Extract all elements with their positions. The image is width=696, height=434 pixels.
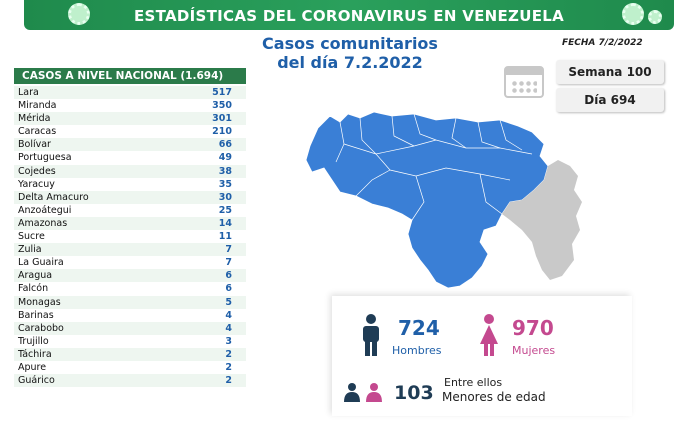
virus-icon [648,10,662,24]
among-them-label: Entre ellos [444,376,503,389]
table-row: Caracas 210 [14,125,246,138]
table-row: Bolívar 66 [14,138,246,152]
family-icon [344,383,382,402]
table-row: Cojedes 38 [14,164,246,178]
state-name: Anzoátegui [18,204,72,216]
title-banner: ESTADÍSTICAS DEL CORONAVIRUS EN VENEZUEL… [24,0,674,30]
case-count: 4 [200,321,246,335]
state-name: Apure [18,361,47,373]
state-name: Aragua [14,269,200,283]
esequibo-territory [502,160,582,280]
state-name: Zulia [14,243,200,257]
week-badge: Semana 100 [556,60,664,84]
table-row: Delta Amacuro 30 [14,190,246,204]
state-name: Lara [14,86,200,100]
state-name: Amazonas [14,216,200,231]
state-name: Portuguesa [18,152,72,164]
table-row: Táchira 2 [14,347,246,361]
case-count: 66 [200,138,246,152]
table-row: Anzoátegui 25 [14,204,246,217]
stats-card: 724 Hombres 970 Mujeres 103 Entre ellos … [332,296,632,416]
case-count: 210 [212,126,232,138]
state-name: Bolívar [14,138,200,152]
case-count: 2 [200,374,246,388]
case-count: 7 [225,257,232,269]
table-row: Mérida 301 [14,112,246,126]
virus-icon [622,3,644,25]
case-count: 517 [200,86,246,100]
subtitle: Casos comunitarios del día 7.2.2022 [250,34,450,72]
state-name: Delta Amacuro [14,190,200,204]
state-borders [335,113,533,221]
table-row: Zulia 7 [14,243,246,257]
state-name: Sucre [18,231,45,243]
case-count: 35 [218,178,232,190]
table-row: Yaracuy 35 [14,178,246,191]
venezuela-territory [305,111,549,289]
table-row: Carabobo 4 [14,321,246,335]
female-icon [480,314,498,356]
women-count: 970 [512,316,554,340]
male-icon [363,314,379,356]
table-row: Apure 2 [14,361,246,374]
table-row: La Guaira 7 [14,256,246,269]
state-name: Barinas [18,309,54,321]
state-name: Mérida [14,112,200,126]
women-label: Mujeres [512,344,556,357]
men-count: 724 [398,316,440,340]
case-count: 11 [218,231,232,243]
state-name: Trujillo [18,335,49,347]
case-count: 4 [225,309,232,321]
state-name: Cojedes [14,164,200,178]
state-name: Caracas [18,126,57,138]
table-row: Miranda 350 [14,99,246,112]
state-name: Monagas [14,295,200,309]
table-row: Amazonas 14 [14,216,246,231]
page-title: ESTADÍSTICAS DEL CORONAVIRUS EN VENEZUEL… [133,7,565,25]
calendar-icon [504,66,544,98]
day-badge: Día 694 [556,88,664,112]
case-count: 38 [200,164,246,178]
case-count: 3 [225,335,232,347]
table-row: Barinas 4 [14,309,246,322]
men-label: Hombres [392,344,442,357]
case-count: 2 [225,361,232,373]
case-count: 2 [200,347,246,361]
case-count: 14 [200,216,246,231]
cases-table: Lara 517 Miranda 350 Mérida 301 Caracas 210 Bolí… [14,86,246,388]
state-name: Táchira [14,347,200,361]
venezuela-map [305,111,582,289]
case-count: 25 [218,204,232,216]
table-row: Sucre 11 [14,230,246,243]
cases-table-header: CASOS A NIVEL NACIONAL (1.694) [14,68,246,84]
case-count: 7 [200,243,246,257]
table-row: Aragua 6 [14,269,246,283]
state-name: Yaracuy [18,178,55,190]
minors-count: 103 [394,382,434,404]
table-row: Falcón 6 [14,282,246,295]
case-count: 350 [212,100,232,112]
case-count: 301 [200,112,246,126]
subtitle-line-2: del día 7.2.2022 [277,53,423,72]
table-row: Portuguesa 49 [14,151,246,164]
table-row: Lara 517 [14,86,246,100]
case-count: 30 [200,190,246,204]
case-count: 6 [200,269,246,283]
state-name: Guárico [14,374,200,388]
table-row: Guárico 2 [14,374,246,388]
virus-icon [68,3,90,25]
minors-label: Menores de edad [442,390,546,404]
state-name: Miranda [18,100,57,112]
table-row: Monagas 5 [14,295,246,309]
case-count: 5 [200,295,246,309]
state-name: Falcón [18,283,49,295]
table-row: Trujillo 3 [14,335,246,348]
report-date: FECHA 7/2/2022 [562,38,643,48]
state-name: Carabobo [14,321,200,335]
case-count: 49 [218,152,232,164]
case-count: 6 [225,283,232,295]
state-name: La Guaira [18,257,64,269]
subtitle-line-1: Casos comunitarios [262,34,438,53]
